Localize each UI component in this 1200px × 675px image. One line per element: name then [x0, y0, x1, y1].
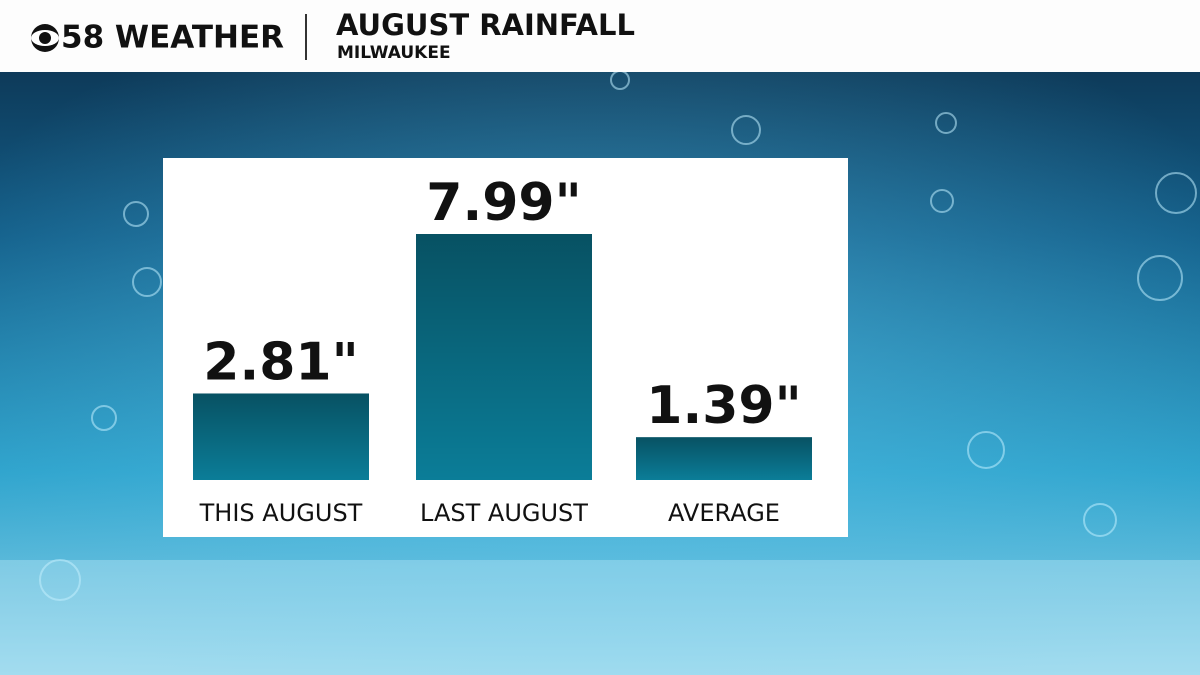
value-label: 1.39": [646, 376, 801, 436]
category-label: THIS AUGUST: [199, 499, 363, 527]
category-label: AVERAGE: [668, 499, 780, 527]
bar-shade: [193, 393, 369, 480]
bar-shade: [636, 437, 812, 480]
subtitle: MILWAUKEE: [337, 43, 451, 63]
plot: 2.81" THIS AUGUST 7.99" LAST AUGUST 1.39" AVE…: [193, 173, 812, 527]
brand: 58 WEATHER: [61, 20, 284, 56]
header-bar: [0, 0, 1200, 72]
drops: [39, 70, 1197, 601]
bar-shade: [416, 234, 592, 480]
cbs-eye: [31, 24, 59, 52]
splash: [0, 560, 1200, 675]
value-label: 7.99": [426, 173, 581, 233]
value-label: 2.81": [203, 332, 358, 392]
category-label: LAST AUGUST: [420, 499, 588, 527]
title: AUGUST RAINFALL: [336, 8, 635, 42]
